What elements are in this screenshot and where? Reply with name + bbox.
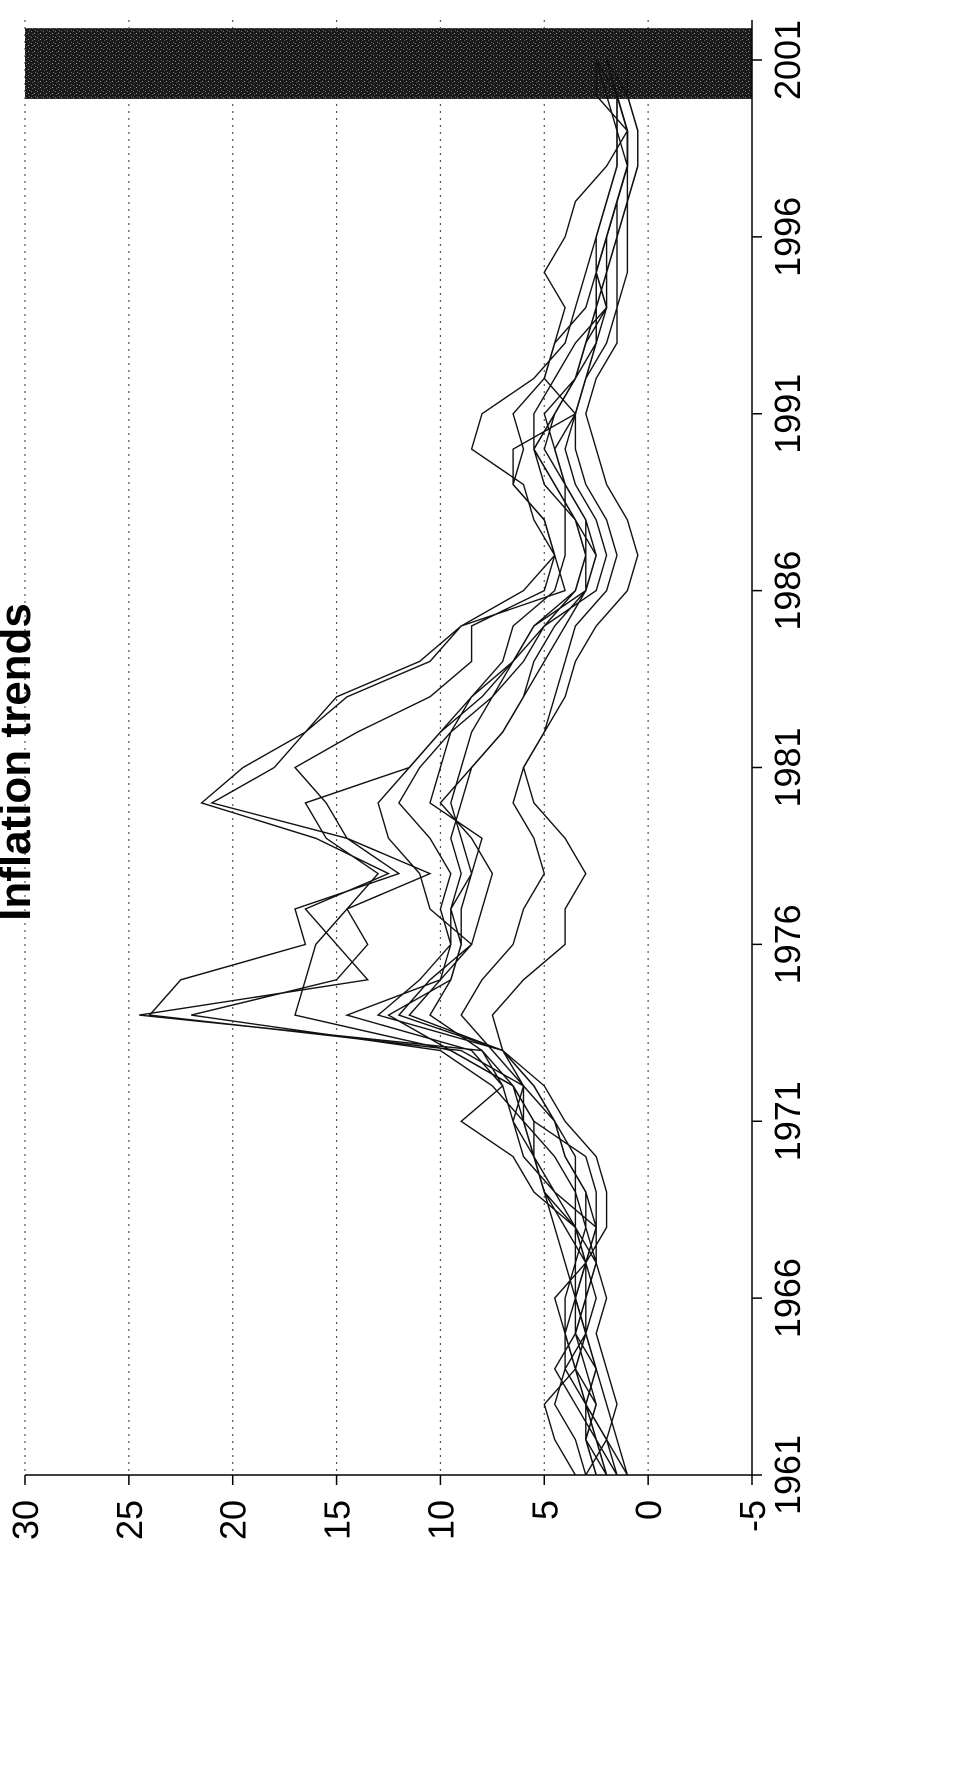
series-line-1 [148,59,618,1476]
year-tick-label: 1996 [767,197,808,277]
value-tick-label: 10 [420,1500,461,1540]
chart-title: Inflation trends [0,603,40,921]
series-line-9 [397,59,629,1476]
shaded-region [25,28,752,99]
series-line-3 [293,59,618,1476]
value-tick-label: -5 [732,1500,773,1532]
series-line-2 [139,60,629,1476]
year-tick-label: 1986 [767,551,808,631]
value-tick-label: 25 [109,1500,150,1540]
year-tick-label: 1991 [767,374,808,454]
year-tick-label: 1961 [767,1435,808,1515]
value-tick-label: 30 [5,1500,46,1540]
year-tick-label: 1971 [767,1081,808,1161]
series-line-8 [376,59,629,1476]
value-tick-label: 0 [628,1500,669,1520]
series-line-10 [387,59,639,1476]
series-line-7 [429,59,629,1476]
value-tick-label: 20 [213,1500,254,1540]
year-tick-label: 1976 [767,904,808,984]
series-line-6 [398,59,629,1476]
value-tick-label: 5 [524,1500,565,1520]
series-line-12 [460,59,629,1476]
value-tick-label: 15 [317,1500,358,1540]
year-tick-label: 1966 [767,1258,808,1338]
year-tick-label: 1981 [767,727,808,807]
year-tick-label: 2001 [767,20,808,100]
